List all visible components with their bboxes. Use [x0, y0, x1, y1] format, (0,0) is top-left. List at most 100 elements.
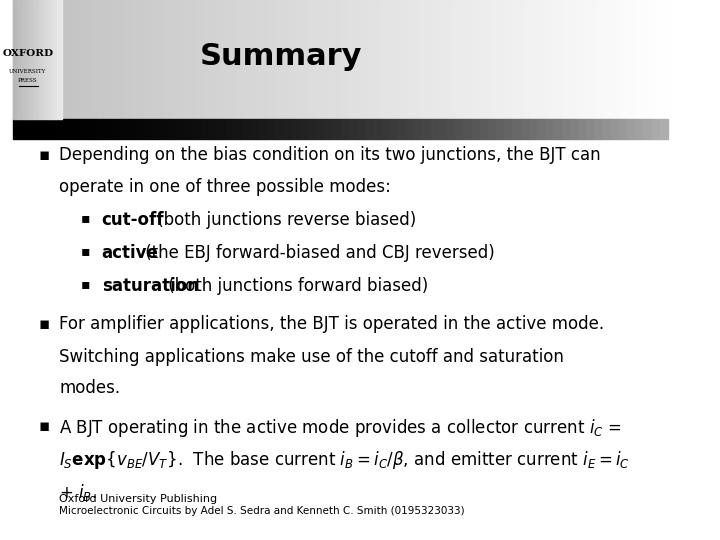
Bar — [660, 119, 668, 139]
Bar — [144, 0, 150, 119]
Bar — [447, 119, 455, 139]
Bar — [387, 0, 393, 119]
Bar — [33, 0, 35, 119]
Bar — [120, 119, 128, 139]
Bar — [216, 0, 222, 119]
Bar — [398, 119, 406, 139]
Bar — [518, 0, 524, 119]
Bar — [544, 0, 550, 119]
Text: OXFORD: OXFORD — [2, 50, 53, 58]
Bar — [662, 0, 668, 119]
Bar — [341, 0, 347, 119]
Bar — [112, 119, 120, 139]
Bar — [324, 119, 333, 139]
Bar — [390, 119, 398, 139]
Bar — [22, 119, 30, 139]
Bar — [347, 0, 354, 119]
Bar — [125, 0, 131, 119]
Bar — [478, 0, 485, 119]
Bar — [531, 0, 537, 119]
Bar — [13, 119, 22, 139]
Bar — [300, 119, 308, 139]
Bar — [46, 0, 53, 119]
Bar — [537, 0, 544, 119]
Bar — [550, 0, 557, 119]
Bar — [452, 0, 459, 119]
Bar — [153, 119, 161, 139]
Bar — [258, 119, 267, 139]
Text: UNIVERSITY: UNIVERSITY — [9, 69, 46, 74]
Text: ▪: ▪ — [38, 315, 50, 333]
Bar — [374, 119, 382, 139]
Bar — [262, 0, 269, 119]
Bar — [54, 119, 63, 139]
Bar — [33, 0, 40, 119]
Bar — [485, 0, 491, 119]
Bar — [13, 0, 15, 119]
Bar — [654, 0, 662, 119]
Bar — [554, 119, 562, 139]
Bar — [234, 119, 243, 139]
Text: cut-off: cut-off — [102, 211, 164, 229]
Bar — [438, 0, 446, 119]
Bar — [294, 0, 302, 119]
Bar — [177, 0, 184, 119]
Bar — [496, 119, 504, 139]
Bar — [635, 119, 644, 139]
Bar — [54, 0, 56, 119]
Bar — [609, 0, 616, 119]
Text: saturation: saturation — [102, 278, 199, 295]
Bar — [168, 119, 177, 139]
Bar — [161, 119, 168, 139]
Bar — [504, 0, 510, 119]
Text: (both junctions reverse biased): (both junctions reverse biased) — [152, 211, 416, 229]
Text: Oxford University Publishing: Oxford University Publishing — [59, 494, 217, 504]
Bar — [455, 119, 464, 139]
Bar — [328, 0, 334, 119]
Bar — [251, 119, 258, 139]
Bar — [63, 119, 71, 139]
Bar — [30, 0, 31, 119]
Text: ▪: ▪ — [81, 244, 90, 258]
Bar — [334, 0, 341, 119]
Bar — [17, 0, 18, 119]
Text: For amplifier applications, the BJT is operated in the active mode.: For amplifier applications, the BJT is o… — [59, 315, 604, 333]
Bar — [131, 0, 138, 119]
Bar — [71, 119, 78, 139]
Bar — [590, 0, 596, 119]
Bar — [236, 0, 243, 119]
Bar — [360, 0, 366, 119]
Bar — [316, 119, 324, 139]
Bar — [40, 0, 46, 119]
Bar — [357, 119, 365, 139]
Text: + $i_B$.: + $i_B$. — [59, 482, 97, 503]
Bar — [177, 119, 185, 139]
Bar — [348, 119, 357, 139]
Bar — [488, 119, 496, 139]
Bar — [222, 0, 229, 119]
Bar — [22, 0, 23, 119]
Bar — [570, 0, 576, 119]
Bar — [648, 0, 654, 119]
Bar — [644, 119, 652, 139]
Bar — [537, 119, 545, 139]
Bar — [282, 0, 288, 119]
Bar — [27, 0, 28, 119]
Bar — [20, 0, 22, 119]
Text: active: active — [102, 244, 158, 262]
Bar — [15, 0, 17, 119]
Bar — [380, 0, 387, 119]
Bar — [58, 0, 59, 119]
Bar — [171, 0, 177, 119]
Bar — [510, 0, 518, 119]
Bar — [513, 119, 521, 139]
Bar — [56, 0, 58, 119]
Bar — [190, 0, 197, 119]
Bar — [524, 0, 531, 119]
Bar — [184, 0, 190, 119]
Bar — [36, 0, 38, 119]
Bar — [354, 0, 360, 119]
Bar — [138, 0, 144, 119]
Bar — [42, 0, 45, 119]
Bar — [284, 119, 292, 139]
